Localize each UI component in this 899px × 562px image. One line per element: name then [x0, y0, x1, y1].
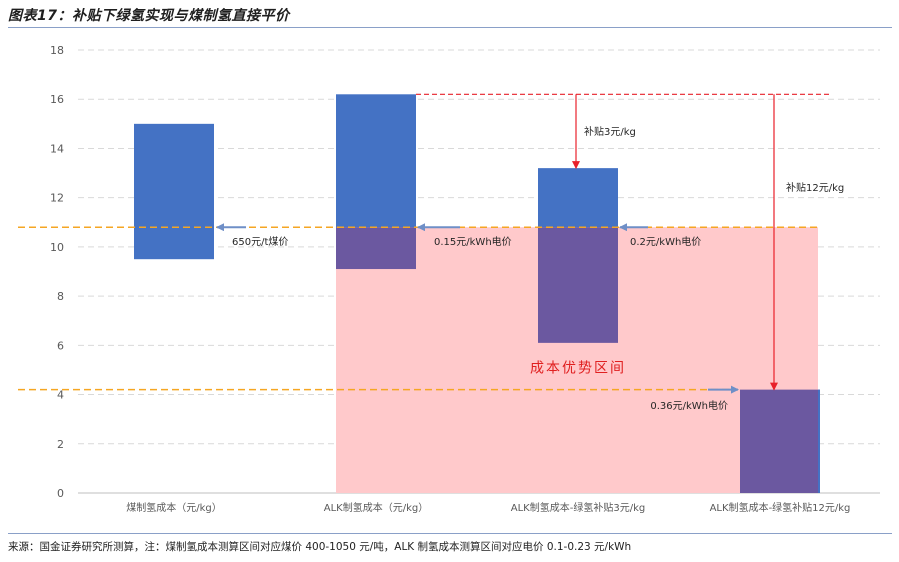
subsidy-3-label: 补贴3元/kg: [584, 125, 636, 138]
y-tick-label: 12: [50, 192, 64, 205]
bar-lower: [740, 389, 820, 493]
bar-upper: [538, 168, 618, 228]
chart-svg: 0 2 4 6 8 10 12 14 16 18 煤制氢成本（元/kg） ALK制氢成本（元/kg）…: [18, 44, 880, 514]
alk-price-label: 0.15元/kWh电价: [434, 235, 512, 248]
elec-price-label: 0.36元/kWh电价: [650, 399, 728, 412]
line-layer: [18, 93, 830, 394]
bar-layer: [134, 94, 820, 493]
figure-title: 图表17：补贴下绿氢实现与煤制氢直接平价: [8, 8, 290, 24]
y-tick-label: 14: [50, 142, 64, 155]
y-tick-label: 10: [50, 241, 64, 254]
category-label: ALK制氢成本（元/kg）: [324, 501, 428, 514]
bar-lower: [336, 227, 416, 270]
bar-lower: [538, 227, 618, 343]
category-label: 煤制氢成本（元/kg）: [126, 501, 222, 514]
y-tick-label: 8: [57, 290, 64, 303]
y-tick-label: 2: [57, 438, 64, 451]
category-label: ALK制氢成本-绿氢补贴3元/kg: [511, 501, 645, 514]
subsidy-12-label: 补贴12元/kg: [786, 181, 844, 194]
advantage-zone-label: 成本优势区间: [530, 360, 626, 376]
x-axis-categories: 煤制氢成本（元/kg） ALK制氢成本（元/kg） ALK制氢成本-绿氢补贴3元/k…: [126, 501, 850, 514]
y-tick-label: 18: [50, 44, 64, 57]
bar-edge: [818, 389, 820, 493]
bar-upper: [336, 94, 416, 228]
y-tick-label: 0: [57, 487, 64, 500]
y-tick-label: 16: [50, 93, 64, 106]
y-tick-label: 4: [57, 389, 64, 402]
bar-upper: [134, 123, 214, 260]
source-note: 来源：国金证券研究所测算，注：煤制氢成本测算区间对应煤价 400-1050 元/…: [8, 541, 632, 553]
source-rule: [8, 533, 892, 534]
y-axis-ticks: 0 2 4 6 8 10 12 14 16 18: [50, 44, 64, 500]
coal-price-label: 650元/t煤价: [232, 235, 288, 248]
title-rule: [8, 27, 892, 28]
y-tick-label: 6: [57, 339, 64, 352]
category-label: ALK制氢成本-绿氢补贴12元/kg: [710, 501, 851, 514]
sub3-price-label: 0.2元/kWh电价: [630, 235, 701, 248]
